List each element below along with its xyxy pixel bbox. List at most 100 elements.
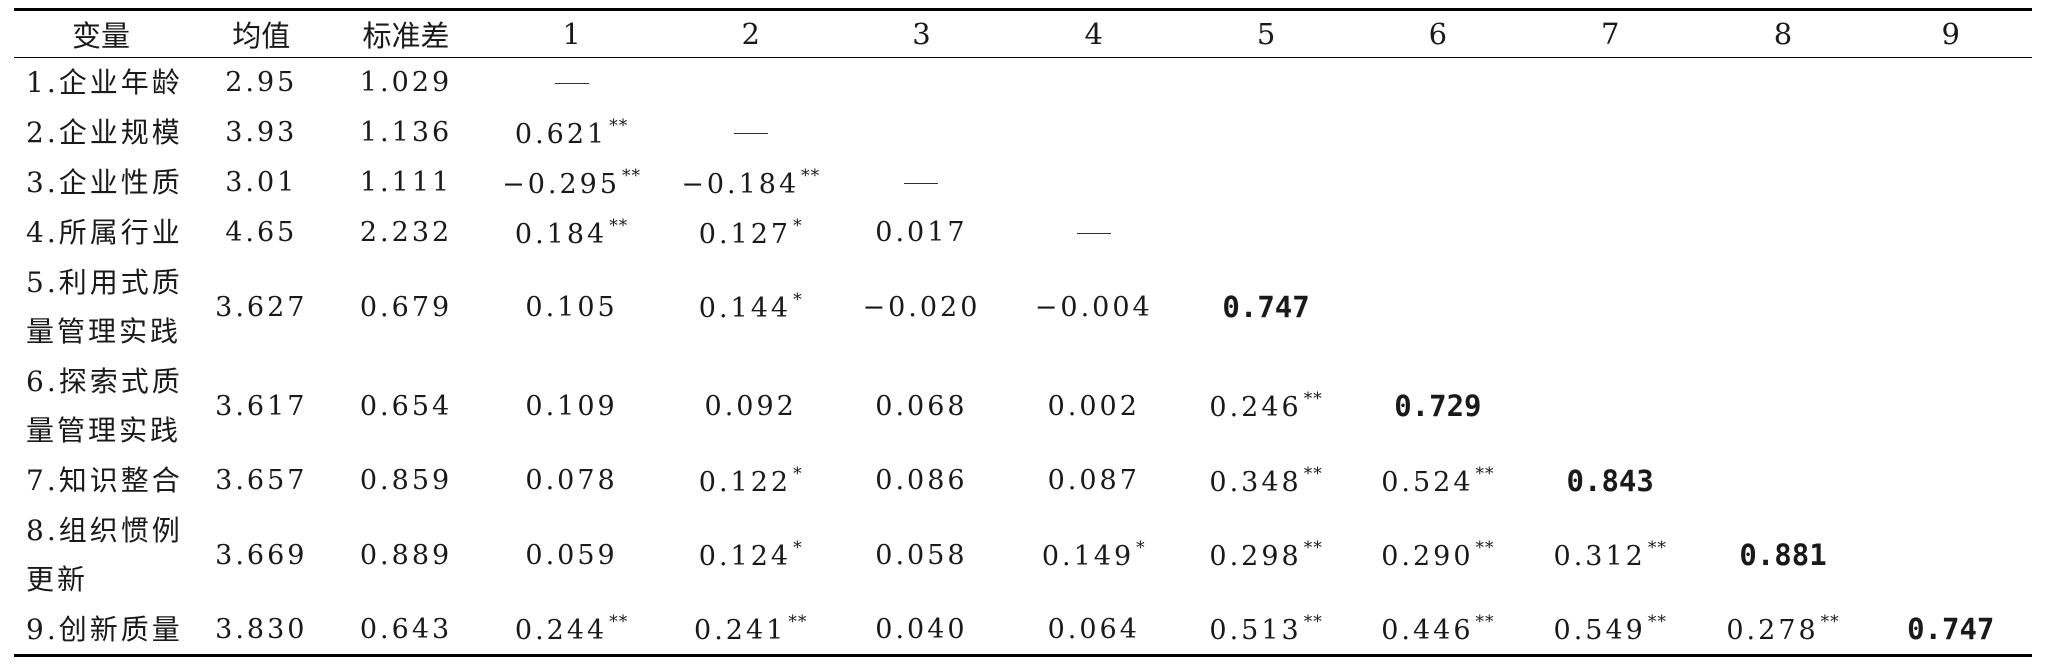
correlation-value: 0.513: [1209, 615, 1302, 646]
sd-value: 0.859: [359, 465, 453, 496]
correlation-value: 0.298: [1209, 541, 1302, 572]
table-row: 1.企业年龄 2.95 1.029: [14, 58, 2032, 108]
correlation-value: 0.549: [1553, 615, 1646, 646]
correlation-cell: 0.064: [1007, 604, 1181, 657]
table-row: 3.企业性质 3.01 1.111 −0.295 ** −0.184 **: [14, 158, 2032, 208]
empty-cell: [1697, 208, 1870, 258]
significance-marker: **: [788, 612, 808, 632]
table-row: 6.探索式质量管理实践 3.617 0.654 0.109 0.092 0.068 0.00…: [14, 357, 2032, 456]
correlation-value: −0.184: [681, 168, 800, 200]
header-col-6: 6: [1351, 8, 1524, 58]
correlation-value: −0.020: [862, 291, 981, 323]
empty-cell: [1007, 58, 1180, 108]
header-col-4: 4: [1007, 8, 1181, 58]
correlation-cell: 0.087: [1007, 456, 1180, 506]
reliability-value: 0.843: [1524, 456, 1697, 506]
correlation-cell: 0.244 **: [477, 604, 666, 657]
empty-cell: [1869, 258, 2032, 357]
correlation-cell: 0.312 **: [1524, 506, 1697, 605]
correlation-value: 0.059: [525, 539, 618, 571]
correlation-value: 0.064: [1047, 613, 1140, 645]
significance-marker: *: [793, 290, 803, 310]
table-body: 1.企业年龄 2.95 1.029 2.企业规模 3.93 1.136 0.621 ** 3.企…: [14, 58, 2032, 657]
correlation-cell: 0.040: [835, 604, 1008, 657]
significance-marker: **: [801, 165, 821, 186]
empty-cell: [1869, 208, 2032, 258]
empty-cell: [1697, 158, 1870, 208]
reliability-value: 0.747: [1180, 258, 1352, 357]
empty-cell: [1352, 58, 1524, 108]
significance-marker: **: [1475, 463, 1495, 484]
correlation-value: 0.087: [1047, 465, 1140, 496]
sd-value: 1.111: [359, 167, 453, 198]
empty-cell: [1007, 108, 1180, 158]
correlation-value: 0.244: [514, 615, 608, 646]
header-sd: 标准差: [334, 8, 478, 58]
correlation-cell: 0.078: [477, 456, 665, 506]
empty-cell: [1869, 108, 2032, 158]
empty-cell: [1869, 506, 2032, 605]
correlation-cell: 0.621 **: [477, 108, 665, 158]
dash-mark: [733, 133, 768, 134]
correlation-cell: 0.109: [477, 357, 665, 456]
significance-marker: **: [1303, 389, 1323, 409]
variable-label: 1.企业年龄: [26, 66, 183, 100]
empty-cell: [1697, 108, 1870, 158]
empty-cell: [1524, 357, 1697, 456]
correlation-value: 0.040: [875, 613, 968, 645]
mean-value: 4.65: [225, 217, 298, 248]
correlation-cell: −0.295 **: [477, 158, 665, 208]
correlation-cell: 0.092: [666, 357, 836, 456]
correlation-cell: 0.086: [836, 456, 1008, 506]
sd-value: 0.889: [359, 539, 453, 571]
correlation-cell: −0.004: [1007, 258, 1180, 357]
significance-marker: *: [793, 463, 803, 484]
correlation-value: 0.312: [1553, 541, 1646, 572]
correlation-value: 0.105: [525, 291, 618, 323]
empty-cell: [1869, 58, 2032, 108]
mean-value: 3.617: [215, 390, 308, 422]
correlation-cell: 0.127 *: [666, 208, 836, 258]
sd-value: 2.232: [359, 217, 453, 248]
table-row: 9.创新质量 3.830 0.643 0.244 ** 0.241 ** 0.040 0.064…: [14, 604, 2032, 657]
empty-cell: [1352, 158, 1524, 208]
sd-value: 0.679: [359, 291, 453, 323]
header-variable: 变量: [14, 8, 188, 58]
correlation-cell: 0.290 **: [1352, 506, 1524, 605]
empty-cell: [1869, 456, 2032, 506]
correlation-value: 0.002: [1047, 390, 1140, 422]
correlation-value: 0.092: [704, 390, 797, 422]
empty-cell: [1352, 108, 1524, 158]
diagonal-dash: [836, 158, 1008, 208]
variable-label: 7.知识整合: [26, 464, 183, 497]
empty-cell: [1697, 258, 1870, 357]
header-col-2: 2: [665, 8, 836, 58]
variable-label: 6.探索式质量管理实践: [26, 365, 183, 447]
correlation-value: 0.149: [1041, 541, 1135, 572]
correlation-cell: 0.144 *: [666, 258, 836, 357]
correlation-value: 0.621: [514, 118, 608, 150]
empty-cell: [1697, 58, 1870, 108]
correlation-cell: 0.241 **: [665, 604, 836, 657]
correlation-cell: 0.058: [836, 506, 1008, 605]
table-row: 7.知识整合 3.657 0.859 0.078 0.122 * 0.086 0.087 0.3…: [14, 456, 2032, 506]
mean-value: 3.657: [215, 465, 308, 496]
correlation-cell: 0.002: [1007, 357, 1180, 456]
significance-marker: *: [793, 538, 803, 558]
empty-cell: [1180, 58, 1352, 108]
correlation-cell: 0.149 *: [1007, 506, 1180, 605]
header-col-8: 8: [1696, 8, 1870, 58]
variable-label: 3.企业性质: [26, 166, 183, 199]
correlation-cell: 0.105: [477, 258, 665, 357]
significance-marker: *: [1136, 538, 1146, 558]
correlation-value: 0.843: [1566, 463, 1654, 498]
correlation-value: 0.290: [1381, 541, 1474, 572]
correlation-value: 0.881: [1739, 538, 1827, 572]
correlation-value: 0.246: [1209, 392, 1302, 423]
diagonal-dash: [477, 58, 665, 108]
table-row: 2.企业规模 3.93 1.136 0.621 **: [14, 108, 2032, 158]
significance-marker: **: [1647, 612, 1667, 632]
empty-cell: [1007, 158, 1180, 208]
empty-cell: [1180, 158, 1352, 208]
variable-label: 2.企业规模: [26, 116, 183, 149]
